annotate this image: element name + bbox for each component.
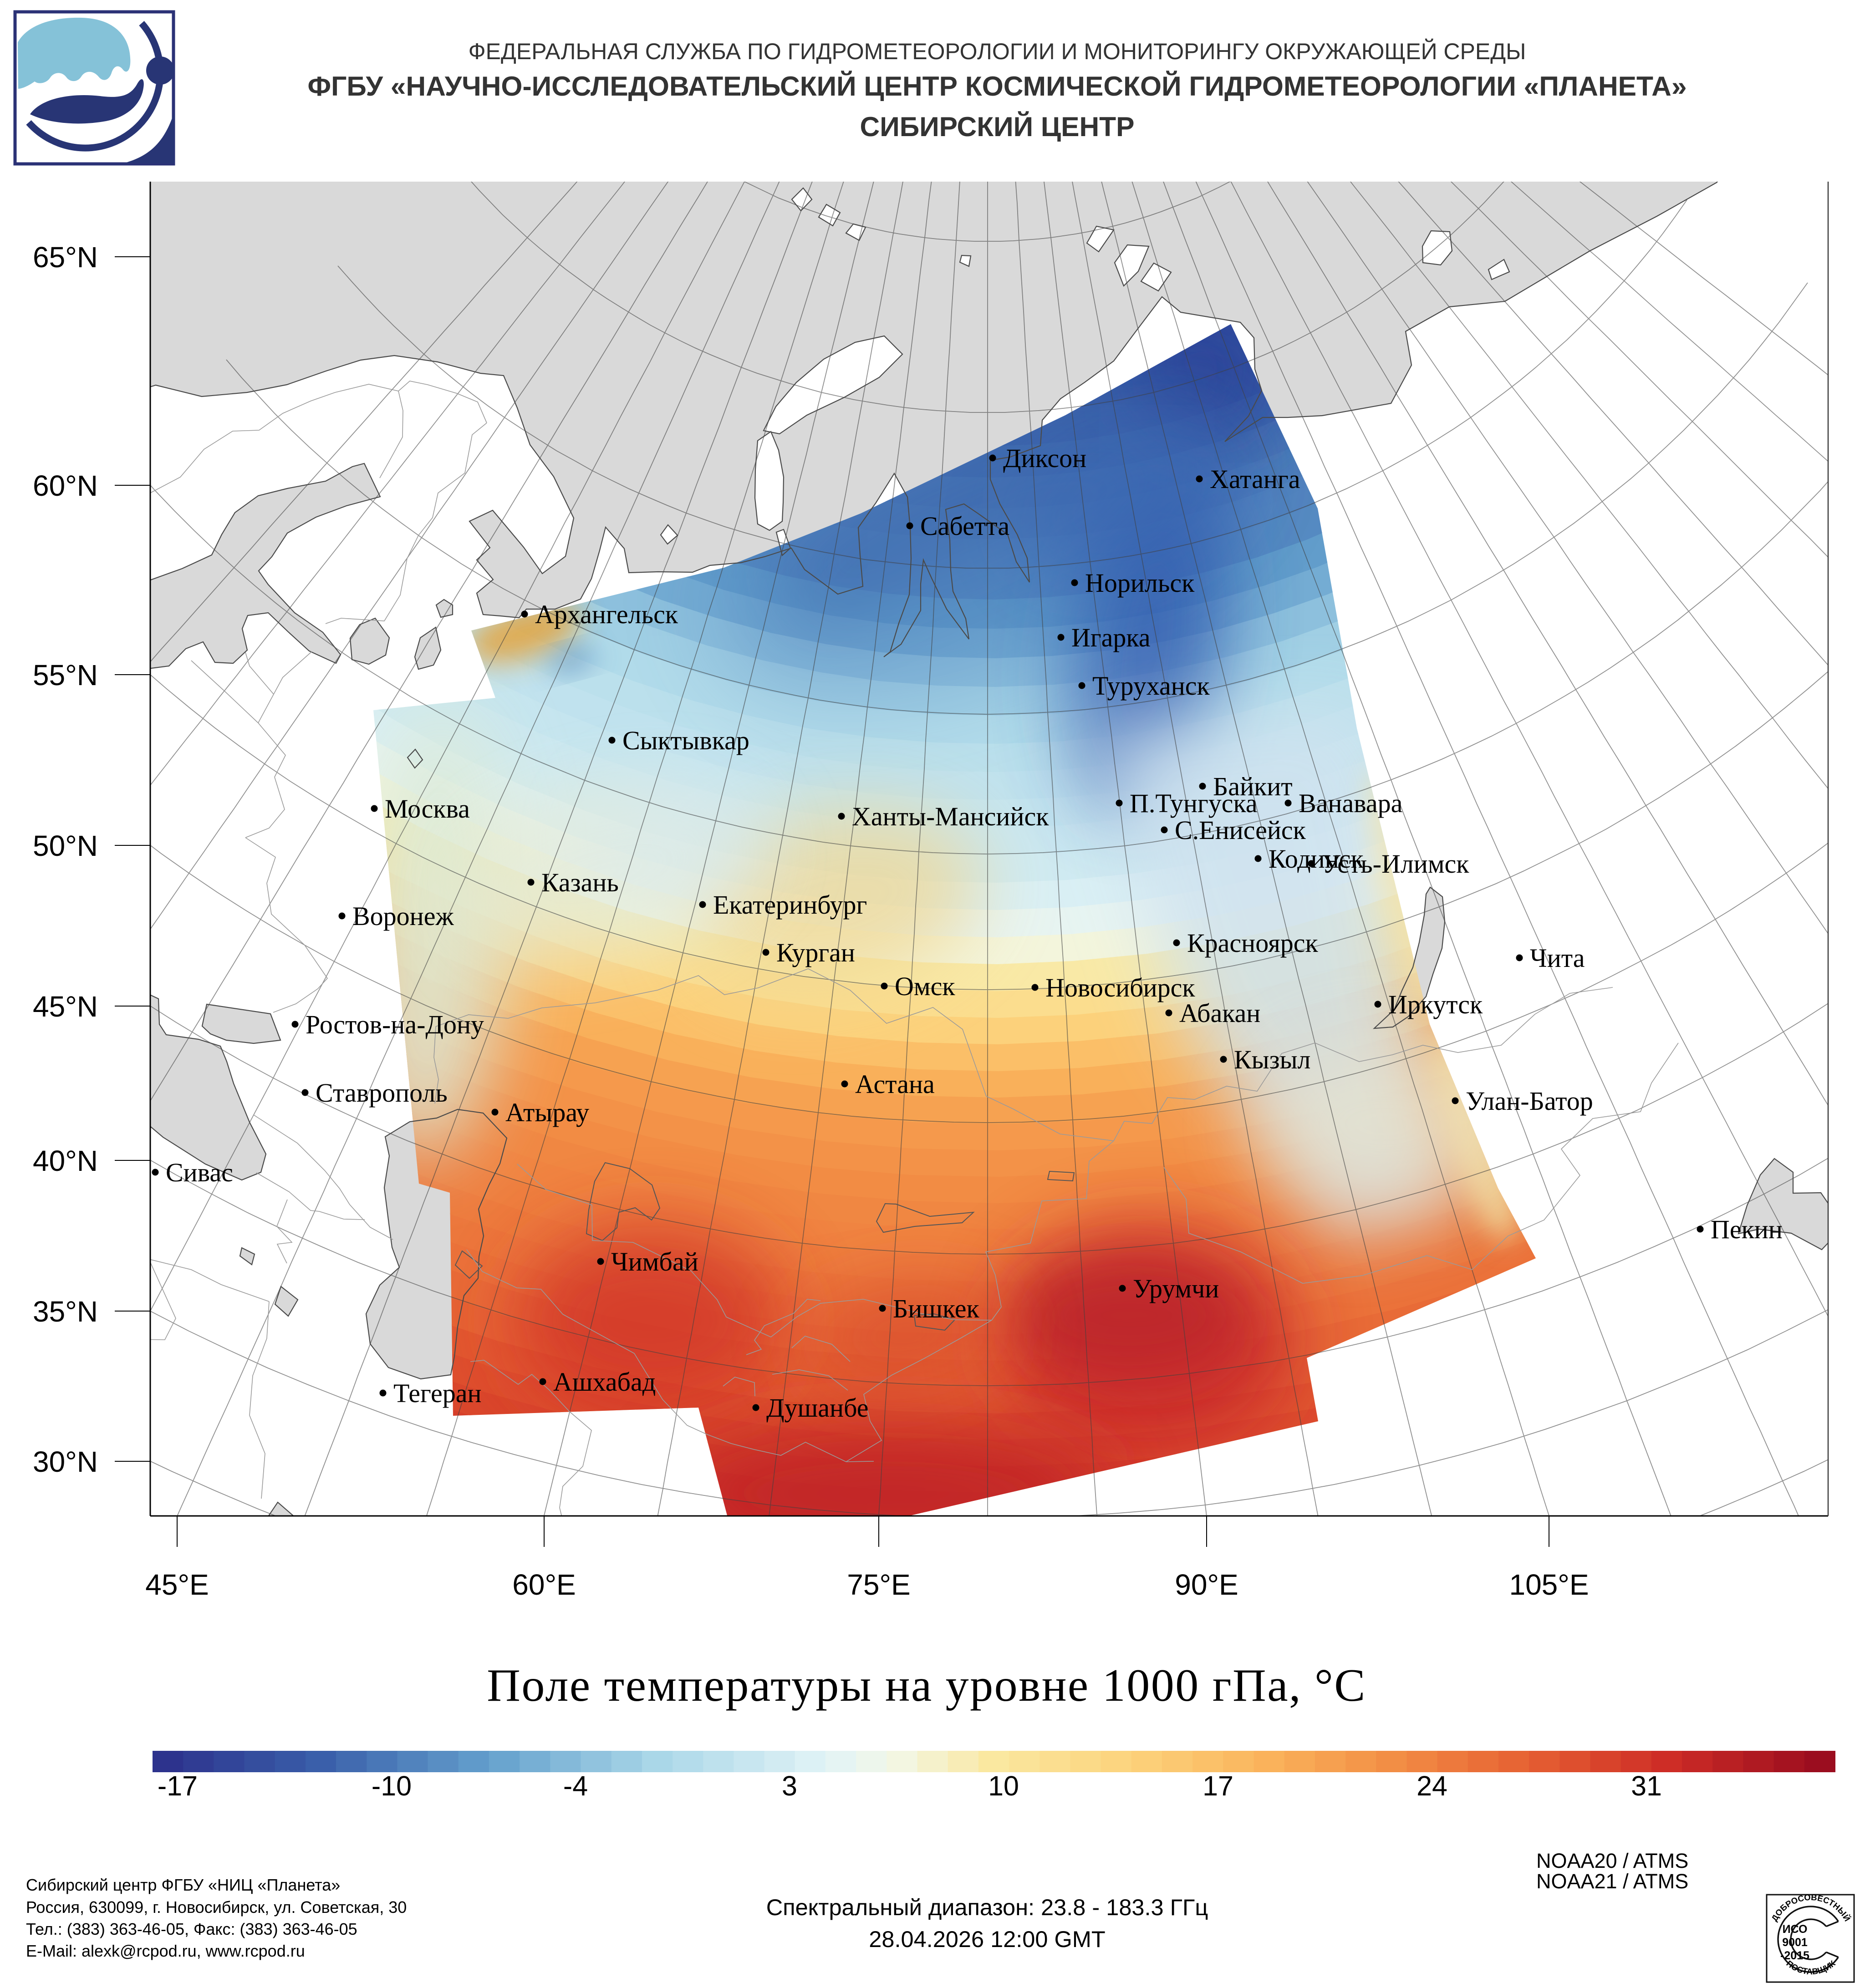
svg-text:Ростов-на-Дону: Ростов-на-Дону [306, 1010, 484, 1039]
svg-text:45°E: 45°E [145, 1568, 209, 1601]
svg-text:Туруханск: Туруханск [1092, 671, 1210, 701]
svg-text:17: 17 [1203, 1770, 1233, 1801]
svg-text:Атырау: Атырау [505, 1098, 589, 1127]
svg-text:105°E: 105°E [1509, 1568, 1589, 1601]
svg-text:28.04.2026 12:00 GMT: 28.04.2026 12:00 GMT [869, 1926, 1105, 1952]
svg-text:45°N: 45°N [33, 990, 98, 1023]
svg-text:Красноярск: Красноярск [1187, 928, 1319, 958]
svg-text:Воронеж: Воронеж [352, 901, 454, 931]
svg-text:Архангельск: Архангельск [535, 600, 678, 629]
svg-text:Чита: Чита [1530, 943, 1585, 973]
svg-text:Ханты-Мансийск: Ханты-Мансийск [852, 802, 1049, 831]
svg-text:ИСО: ИСО [1783, 1923, 1808, 1936]
svg-text:Ванавара: Ванавара [1299, 788, 1402, 818]
svg-text:35°N: 35°N [33, 1295, 98, 1328]
svg-text:9001: 9001 [1782, 1936, 1808, 1949]
svg-text:60°E: 60°E [512, 1568, 576, 1601]
svg-text:Урумчи: Урумчи [1133, 1274, 1219, 1303]
svg-text:Екатеринбург: Екатеринбург [713, 890, 867, 920]
svg-text:Норильск: Норильск [1085, 568, 1195, 598]
svg-text:Казань: Казань [541, 868, 619, 897]
svg-text:ФЕДЕРАЛЬНАЯ СЛУЖБА ПО ГИДРОМЕТ: ФЕДЕРАЛЬНАЯ СЛУЖБА ПО ГИДРОМЕТЕОРОЛОГИИ … [469, 38, 1526, 64]
svg-text:Новосибирск: Новосибирск [1045, 973, 1195, 1002]
svg-text:Иркутск: Иркутск [1388, 990, 1483, 1019]
svg-text:Байкит: Байкит [1213, 772, 1293, 801]
svg-text:75°E: 75°E [847, 1568, 910, 1601]
svg-text:Поле температуры на уровне 100: Поле температуры на уровне 1000 гПа, °C [487, 1660, 1366, 1711]
svg-text:Сибирский центр ФГБУ «НИЦ «Пла: Сибирский центр ФГБУ «НИЦ «Планета» [26, 1876, 340, 1894]
svg-text:Кызыл: Кызыл [1234, 1045, 1310, 1074]
svg-text:Чимбай: Чимбай [611, 1247, 698, 1276]
svg-text:65°N: 65°N [33, 241, 98, 274]
svg-text:Курган: Курган [776, 938, 855, 967]
svg-text:E-Mail: alexk@rcpod.ru, www.rc: E-Mail: alexk@rcpod.ru, www.rcpod.ru [26, 1942, 305, 1960]
svg-text:31: 31 [1631, 1770, 1662, 1801]
svg-text:Пекин: Пекин [1711, 1215, 1783, 1244]
svg-text:Сыктывкар: Сыктывкар [622, 726, 749, 755]
svg-text:Диксон: Диксон [1003, 443, 1086, 473]
svg-text:Ашхабад: Ашхабад [553, 1367, 656, 1397]
svg-text:90°E: 90°E [1175, 1568, 1238, 1601]
svg-text:Душанбе: Душанбе [766, 1393, 869, 1423]
svg-text:Сабетта: Сабетта [920, 511, 1009, 541]
svg-text:Абакан: Абакан [1179, 998, 1260, 1028]
svg-text:60°N: 60°N [33, 469, 98, 502]
svg-text:-17: -17 [158, 1770, 198, 1801]
svg-text:-4: -4 [563, 1770, 588, 1801]
svg-text:30°N: 30°N [33, 1445, 98, 1478]
svg-text:24: 24 [1417, 1770, 1447, 1801]
svg-text:Омск: Омск [895, 971, 955, 1001]
svg-text:Спектральный диапазон: 23.8 -: Спектральный диапазон: 23.8 - 183.3 ГГц [766, 1894, 1208, 1920]
svg-text:55°N: 55°N [33, 659, 98, 691]
svg-text:Астана: Астана [855, 1069, 935, 1099]
svg-text:-10: -10 [372, 1770, 412, 1801]
svg-text:СИБИРСКИЙ ЦЕНТР: СИБИРСКИЙ ЦЕНТР [860, 111, 1135, 142]
svg-text:NOAA21 / ATMS: NOAA21 / ATMS [1536, 1870, 1688, 1893]
svg-text:Тел.: (383) 363-46-05, Факс: (: Тел.: (383) 363-46-05, Факс: (383) 363-4… [26, 1920, 357, 1938]
svg-text:Игарка: Игарка [1071, 623, 1150, 652]
svg-text:Хатанга: Хатанга [1210, 464, 1300, 494]
svg-text:Улан-Батор: Улан-Батор [1466, 1086, 1593, 1116]
svg-text:Кодинск: Кодинск [1269, 844, 1364, 874]
svg-text:Сивас: Сивас [166, 1158, 233, 1187]
svg-text:Тегеран: Тегеран [393, 1378, 482, 1408]
svg-text:Москва: Москва [385, 794, 470, 824]
svg-text:Россия, 630099, г. Новосибирск: Россия, 630099, г. Новосибирск, ул. Сове… [26, 1898, 407, 1917]
svg-text:50°N: 50°N [33, 829, 98, 862]
svg-text:П.Тунгуска: П.Тунгуска [1130, 788, 1258, 818]
svg-text:3: 3 [782, 1770, 797, 1801]
svg-text:Усть-Илимск: Усть-Илимск [1322, 849, 1469, 879]
svg-text:10: 10 [988, 1770, 1019, 1801]
svg-text:ФГБУ «НАУЧНО-ИССЛЕДОВАТЕЛЬСКИЙ: ФГБУ «НАУЧНО-ИССЛЕДОВАТЕЛЬСКИЙ ЦЕНТР КОС… [308, 70, 1687, 102]
svg-text:С.Енисейск: С.Енисейск [1175, 815, 1306, 845]
svg-text:Ставрополь: Ставрополь [316, 1078, 448, 1108]
svg-text:-2015: -2015 [1780, 1949, 1809, 1962]
svg-text:Бишкек: Бишкек [893, 1294, 979, 1323]
svg-text:NOAA20 / ATMS: NOAA20 / ATMS [1536, 1849, 1688, 1872]
svg-text:40°N: 40°N [33, 1144, 98, 1177]
